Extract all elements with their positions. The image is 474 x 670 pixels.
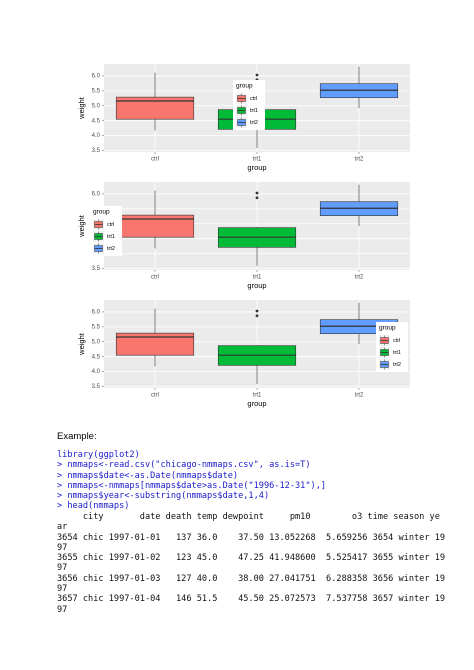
y-axis-title: weight — [77, 96, 86, 120]
x-tick-label: trt1 — [253, 275, 262, 281]
code-line: 97 — [57, 563, 68, 574]
x-tick-label: trt1 — [253, 393, 262, 399]
code-line: city date death temp dewpoint pm10 o3 ti… — [57, 512, 440, 522]
y-tick-label: 5.5 — [92, 88, 101, 94]
x-tick-label: ctrl — [151, 275, 159, 281]
legend: group ctrl trt1 trt2 — [90, 206, 122, 256]
y-tick-label: 3.5 — [92, 384, 101, 390]
outlier — [255, 314, 259, 318]
legend-label: ctrl — [393, 338, 400, 344]
code-line: > nmmaps<-read.csv("chicago-nmmaps.csv",… — [57, 460, 311, 471]
legend: group ctrl trt1 trt2 — [376, 322, 408, 372]
chart: 3.5 4.0 4.5 5.0 5.5 6.0 ctrl trt1 trt2 group weigh… — [77, 300, 410, 408]
x-tick-label: ctrl — [151, 393, 159, 399]
y-tick-label: 3.5 — [92, 148, 101, 154]
heading: Example: — [57, 431, 97, 442]
code-line: 97 — [57, 542, 68, 553]
legend-label: trt2 — [250, 120, 258, 126]
y-tick-label: 6.0 — [92, 74, 101, 80]
y-tick-label: 6.0 — [92, 310, 101, 316]
legend-title: group — [379, 325, 396, 332]
x-tick-label: trt2 — [355, 393, 364, 399]
y-tick-label: 4.5 — [92, 118, 101, 124]
box — [115, 332, 195, 356]
legend-label: trt1 — [250, 108, 258, 114]
chart: 3.5 4.0 4.5 5.0 5.5 6.0 ctrl trt1 trt2 group weigh… — [77, 64, 410, 172]
y-tick-label: 5.5 — [92, 324, 101, 330]
code-line: > nmmaps<-nmmaps[nmmaps$date>as.Date("19… — [57, 480, 327, 491]
code-line: > head(nmmaps) — [57, 501, 130, 512]
code-line: library(ggplot2) — [57, 450, 140, 460]
code-line: > nmmaps$year<-substring(nmmaps$date,1,4… — [57, 491, 270, 502]
code-line: 3655 chic 1997-01-02 123 45.0 47.25 41.9… — [57, 553, 446, 564]
code-line: 3657 chic 1997-01-04 146 51.5 45.50 25.0… — [57, 594, 446, 605]
code-input: library(ggplot2) > nmmaps<-read.csv("chic… — [57, 450, 326, 512]
y-tick-label: 4.5 — [92, 354, 101, 360]
code-line: 97 — [57, 604, 68, 615]
legend-label: ctrl — [107, 222, 114, 228]
x-tick-label: trt2 — [355, 157, 364, 163]
legend-label: ctrl — [250, 96, 257, 102]
x-tick-label: ctrl — [151, 157, 159, 163]
outlier — [255, 196, 259, 200]
code-output: city date death temp dewpoint pm10 o3 ti… — [57, 512, 445, 615]
y-tick-label: 4.0 — [92, 133, 101, 139]
x-axis-title: group — [247, 281, 266, 290]
x-axis-title: group — [247, 399, 266, 408]
outlier — [255, 73, 259, 77]
legend-label: trt1 — [393, 350, 401, 356]
y-tick-label: 4.0 — [92, 369, 101, 375]
legend: group ctrl trt1 trt2 — [233, 80, 265, 130]
y-tick-label: 5.0 — [92, 103, 101, 109]
code-line: 97 — [57, 584, 68, 595]
legend-title: group — [93, 209, 110, 216]
y-axis-title: weight — [77, 214, 86, 238]
code-line: ar — [57, 522, 68, 533]
x-axis-title: group — [247, 163, 266, 172]
y-axis-title: weight — [77, 332, 86, 356]
y-tick-label: 3.5 — [92, 266, 101, 272]
x-tick-label: trt1 — [253, 157, 262, 163]
chart: 3.54.04.55.05.56.0ctrltrt1trt2groupweigh… — [77, 182, 410, 290]
y-tick-label: 6.0 — [92, 192, 101, 198]
legend-label: trt1 — [107, 234, 115, 240]
legend-label: trt2 — [107, 246, 115, 252]
legend-title: group — [236, 83, 253, 90]
y-tick-label: 5.0 — [92, 339, 101, 345]
code-line: 3656 chic 1997-01-03 127 40.0 38.00 27.0… — [57, 573, 446, 584]
x-tick-label: trt2 — [355, 275, 364, 281]
outlier — [255, 309, 259, 313]
code-line: > nmmaps$date<-as.Date(nmmaps$date) — [57, 470, 239, 481]
outlier — [255, 191, 259, 195]
code-line: 3654 chic 1997-01-01 137 36.0 37.50 13.0… — [57, 532, 446, 543]
box — [115, 96, 195, 120]
legend-label: trt2 — [393, 362, 401, 368]
